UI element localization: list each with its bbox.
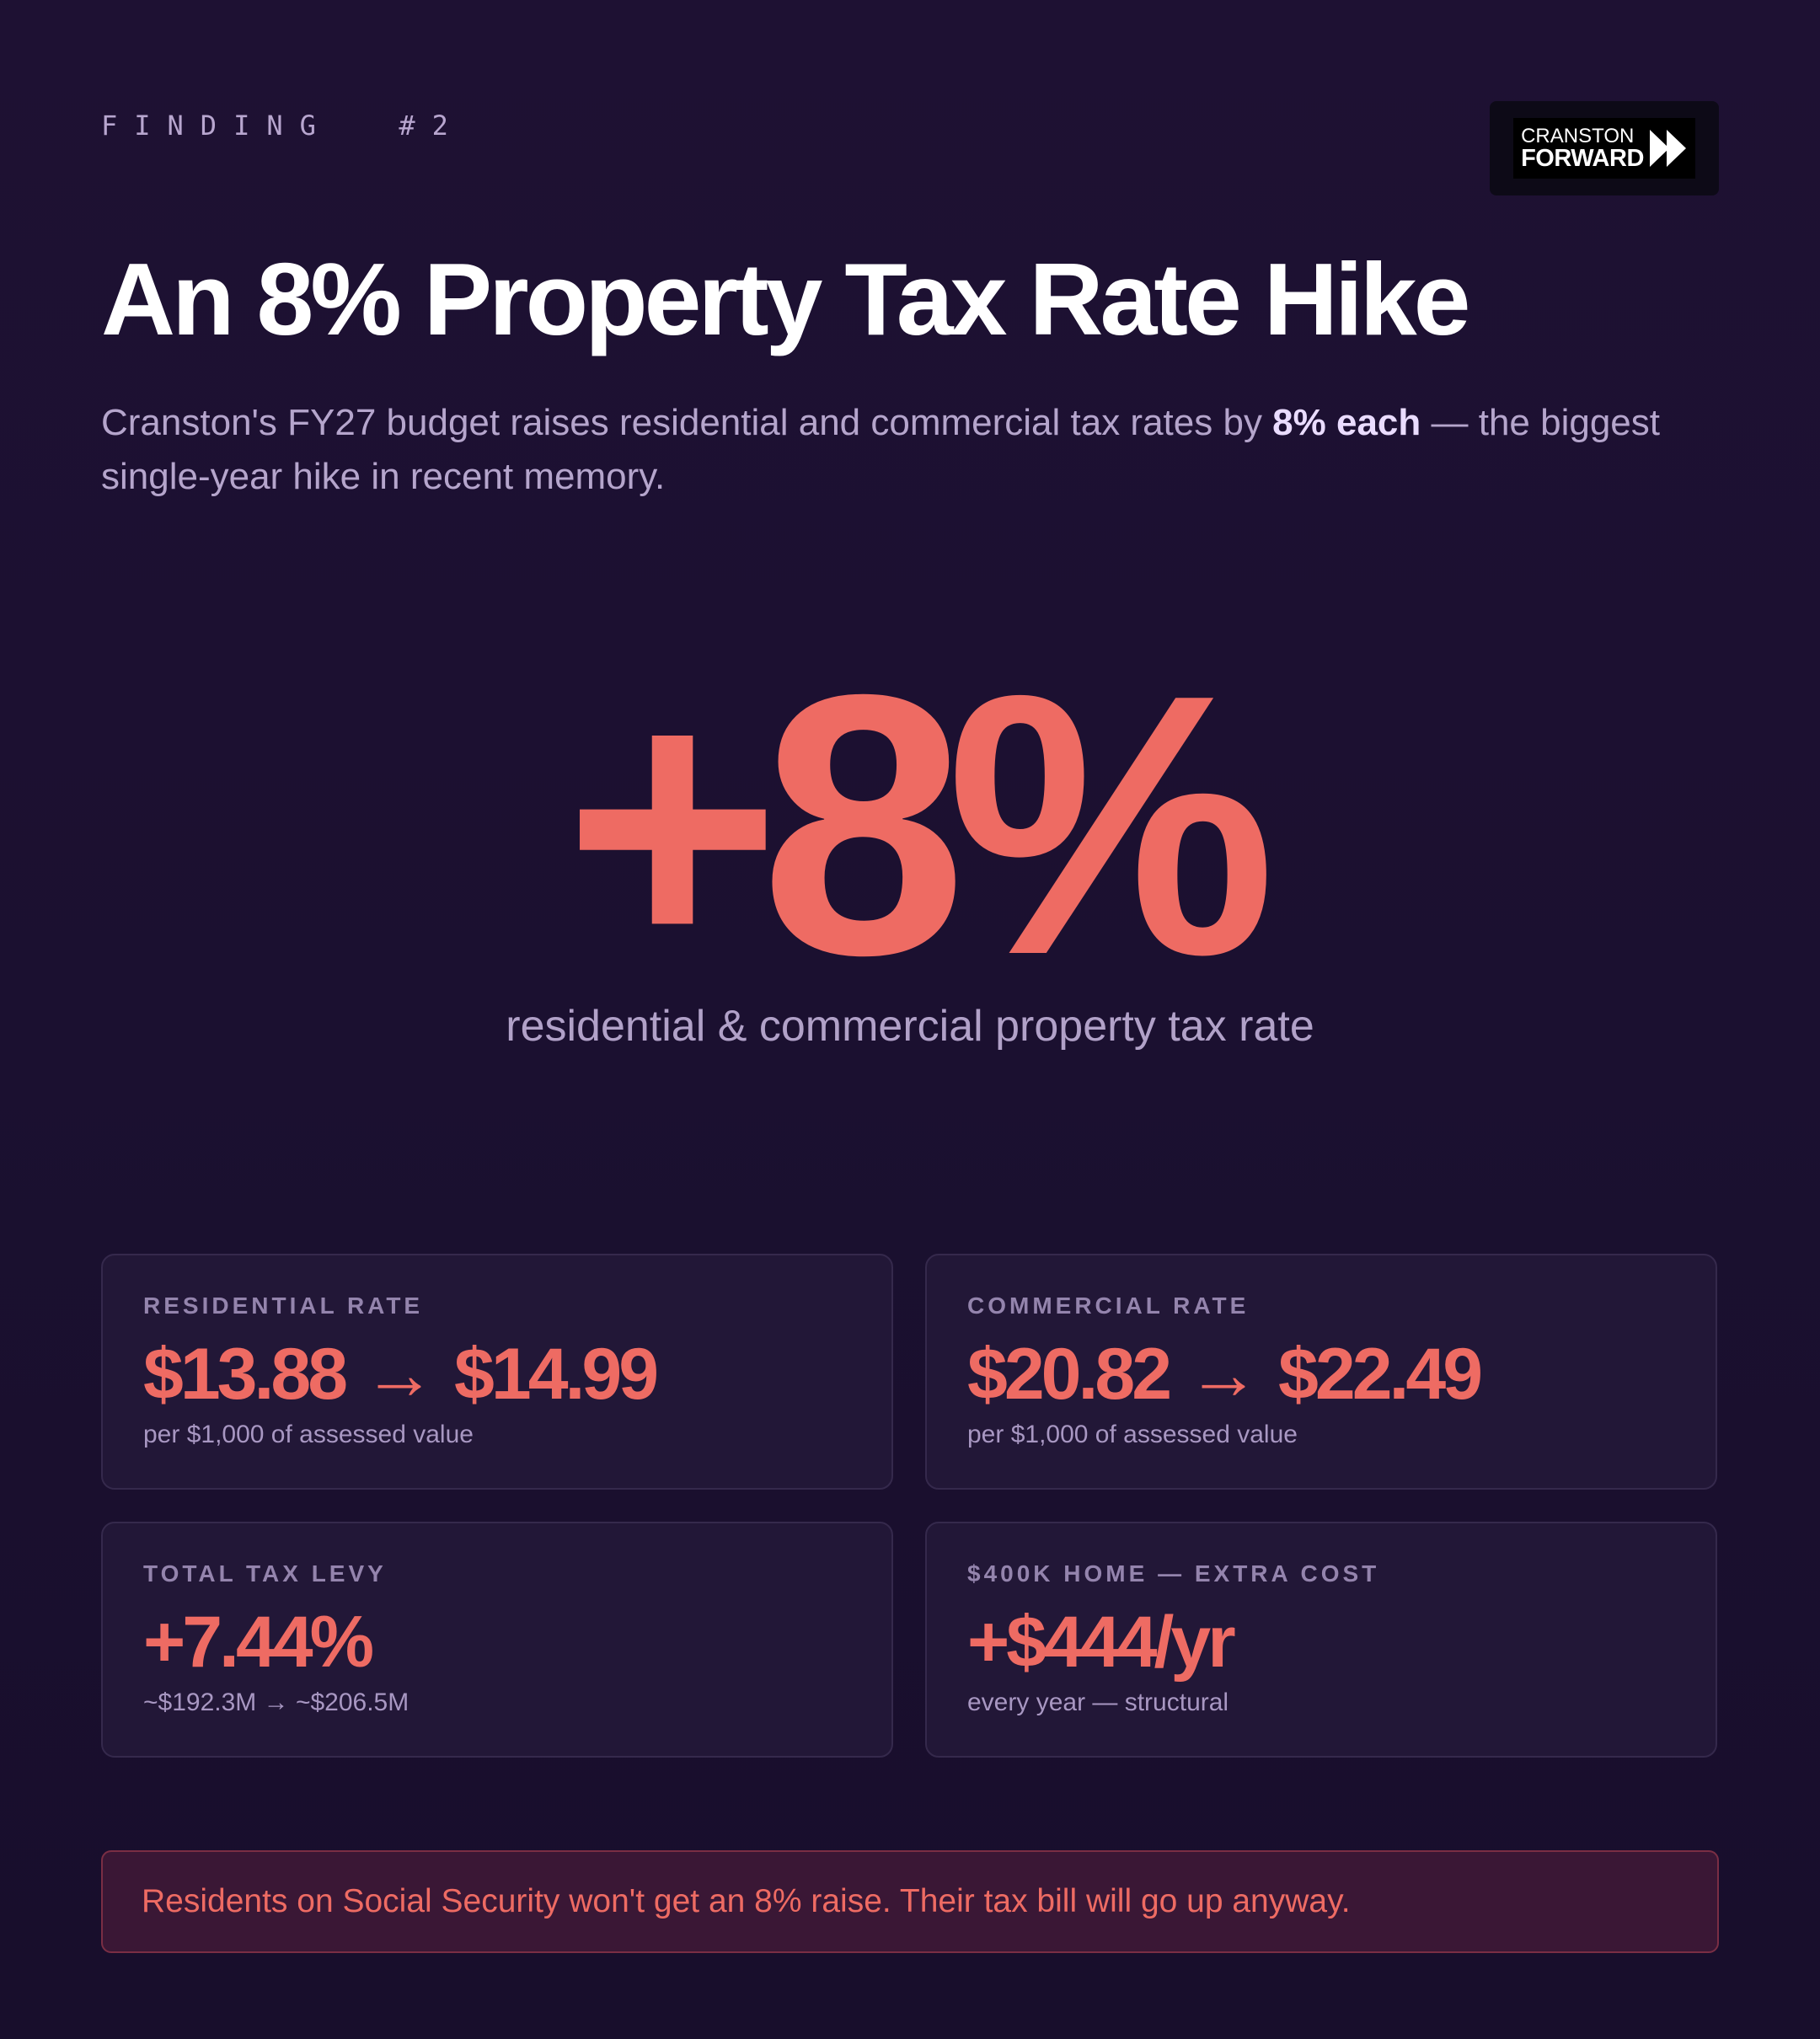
page-subtitle: Cranston's FY27 budget raises residentia…	[101, 396, 1719, 504]
arrow-right-icon: →	[1187, 1334, 1261, 1415]
logo-line-2: FORWARD	[1521, 144, 1644, 172]
residential-rate-card: RESIDENTIAL RATE $13.88 → $14.99 per $1,00…	[101, 1254, 893, 1490]
subtitle-text-after: — the biggest single-year hike in recent…	[101, 402, 1661, 497]
logo-line-1: CRANSTON	[1521, 124, 1635, 147]
home-extra-cost-card: $400K HOME — EXTRA COST +$444/yr every y…	[925, 1522, 1717, 1758]
card-value: +7.44%	[143, 1602, 374, 1683]
hero-caption: residential & commercial property tax ra…	[506, 1002, 1314, 1051]
card-label: COMMERCIAL RATE	[967, 1292, 1250, 1319]
card-label: TOTAL TAX LEVY	[143, 1560, 387, 1587]
card-value: +$444/yr	[967, 1602, 1236, 1683]
rate-from: $20.82	[967, 1334, 1172, 1415]
card-label: $400K HOME — EXTRA COST	[967, 1560, 1380, 1587]
rate-to: $14.99	[454, 1334, 659, 1415]
card-label: RESIDENTIAL RATE	[143, 1292, 424, 1319]
arrow-right-icon: →	[363, 1334, 436, 1415]
rate-from: $13.88	[143, 1334, 348, 1415]
card-note: per $1,000 of assessed value	[967, 1420, 1298, 1448]
card-value: $20.82 → $22.49	[967, 1335, 1675, 1415]
card-value: $13.88 → $14.99	[143, 1335, 851, 1415]
card-note: every year — structural	[967, 1688, 1229, 1716]
subtitle-emphasis: 8% each	[1272, 402, 1421, 443]
card-note: ~$192.3M → ~$206.5M	[143, 1688, 410, 1716]
page-title: An 8% Property Tax Rate Hike	[101, 242, 1470, 356]
logo-wordmark: CRANSTON FORWARD	[1521, 126, 1644, 171]
finding-eyebrow: FINDING #2	[101, 110, 465, 142]
commercial-rate-card: COMMERCIAL RATE $20.82 → $22.49 per $1,000…	[925, 1254, 1717, 1490]
logo-badge: CRANSTON FORWARD	[1513, 118, 1695, 179]
card-note: per $1,000 of assessed value	[143, 1420, 474, 1448]
fast-forward-icon	[1649, 130, 1686, 167]
hero-stat: +8%	[564, 618, 1277, 1032]
rate-to: $22.49	[1278, 1334, 1483, 1415]
subtitle-text-before: Cranston's FY27 budget raises residentia…	[101, 402, 1273, 443]
cranston-forward-logo: CRANSTON FORWARD	[1490, 101, 1719, 195]
total-tax-levy-card: TOTAL TAX LEVY +7.44% ~$192.3M → ~$206.5…	[101, 1522, 893, 1758]
social-security-callout: Residents on Social Security won't get a…	[101, 1850, 1719, 1953]
